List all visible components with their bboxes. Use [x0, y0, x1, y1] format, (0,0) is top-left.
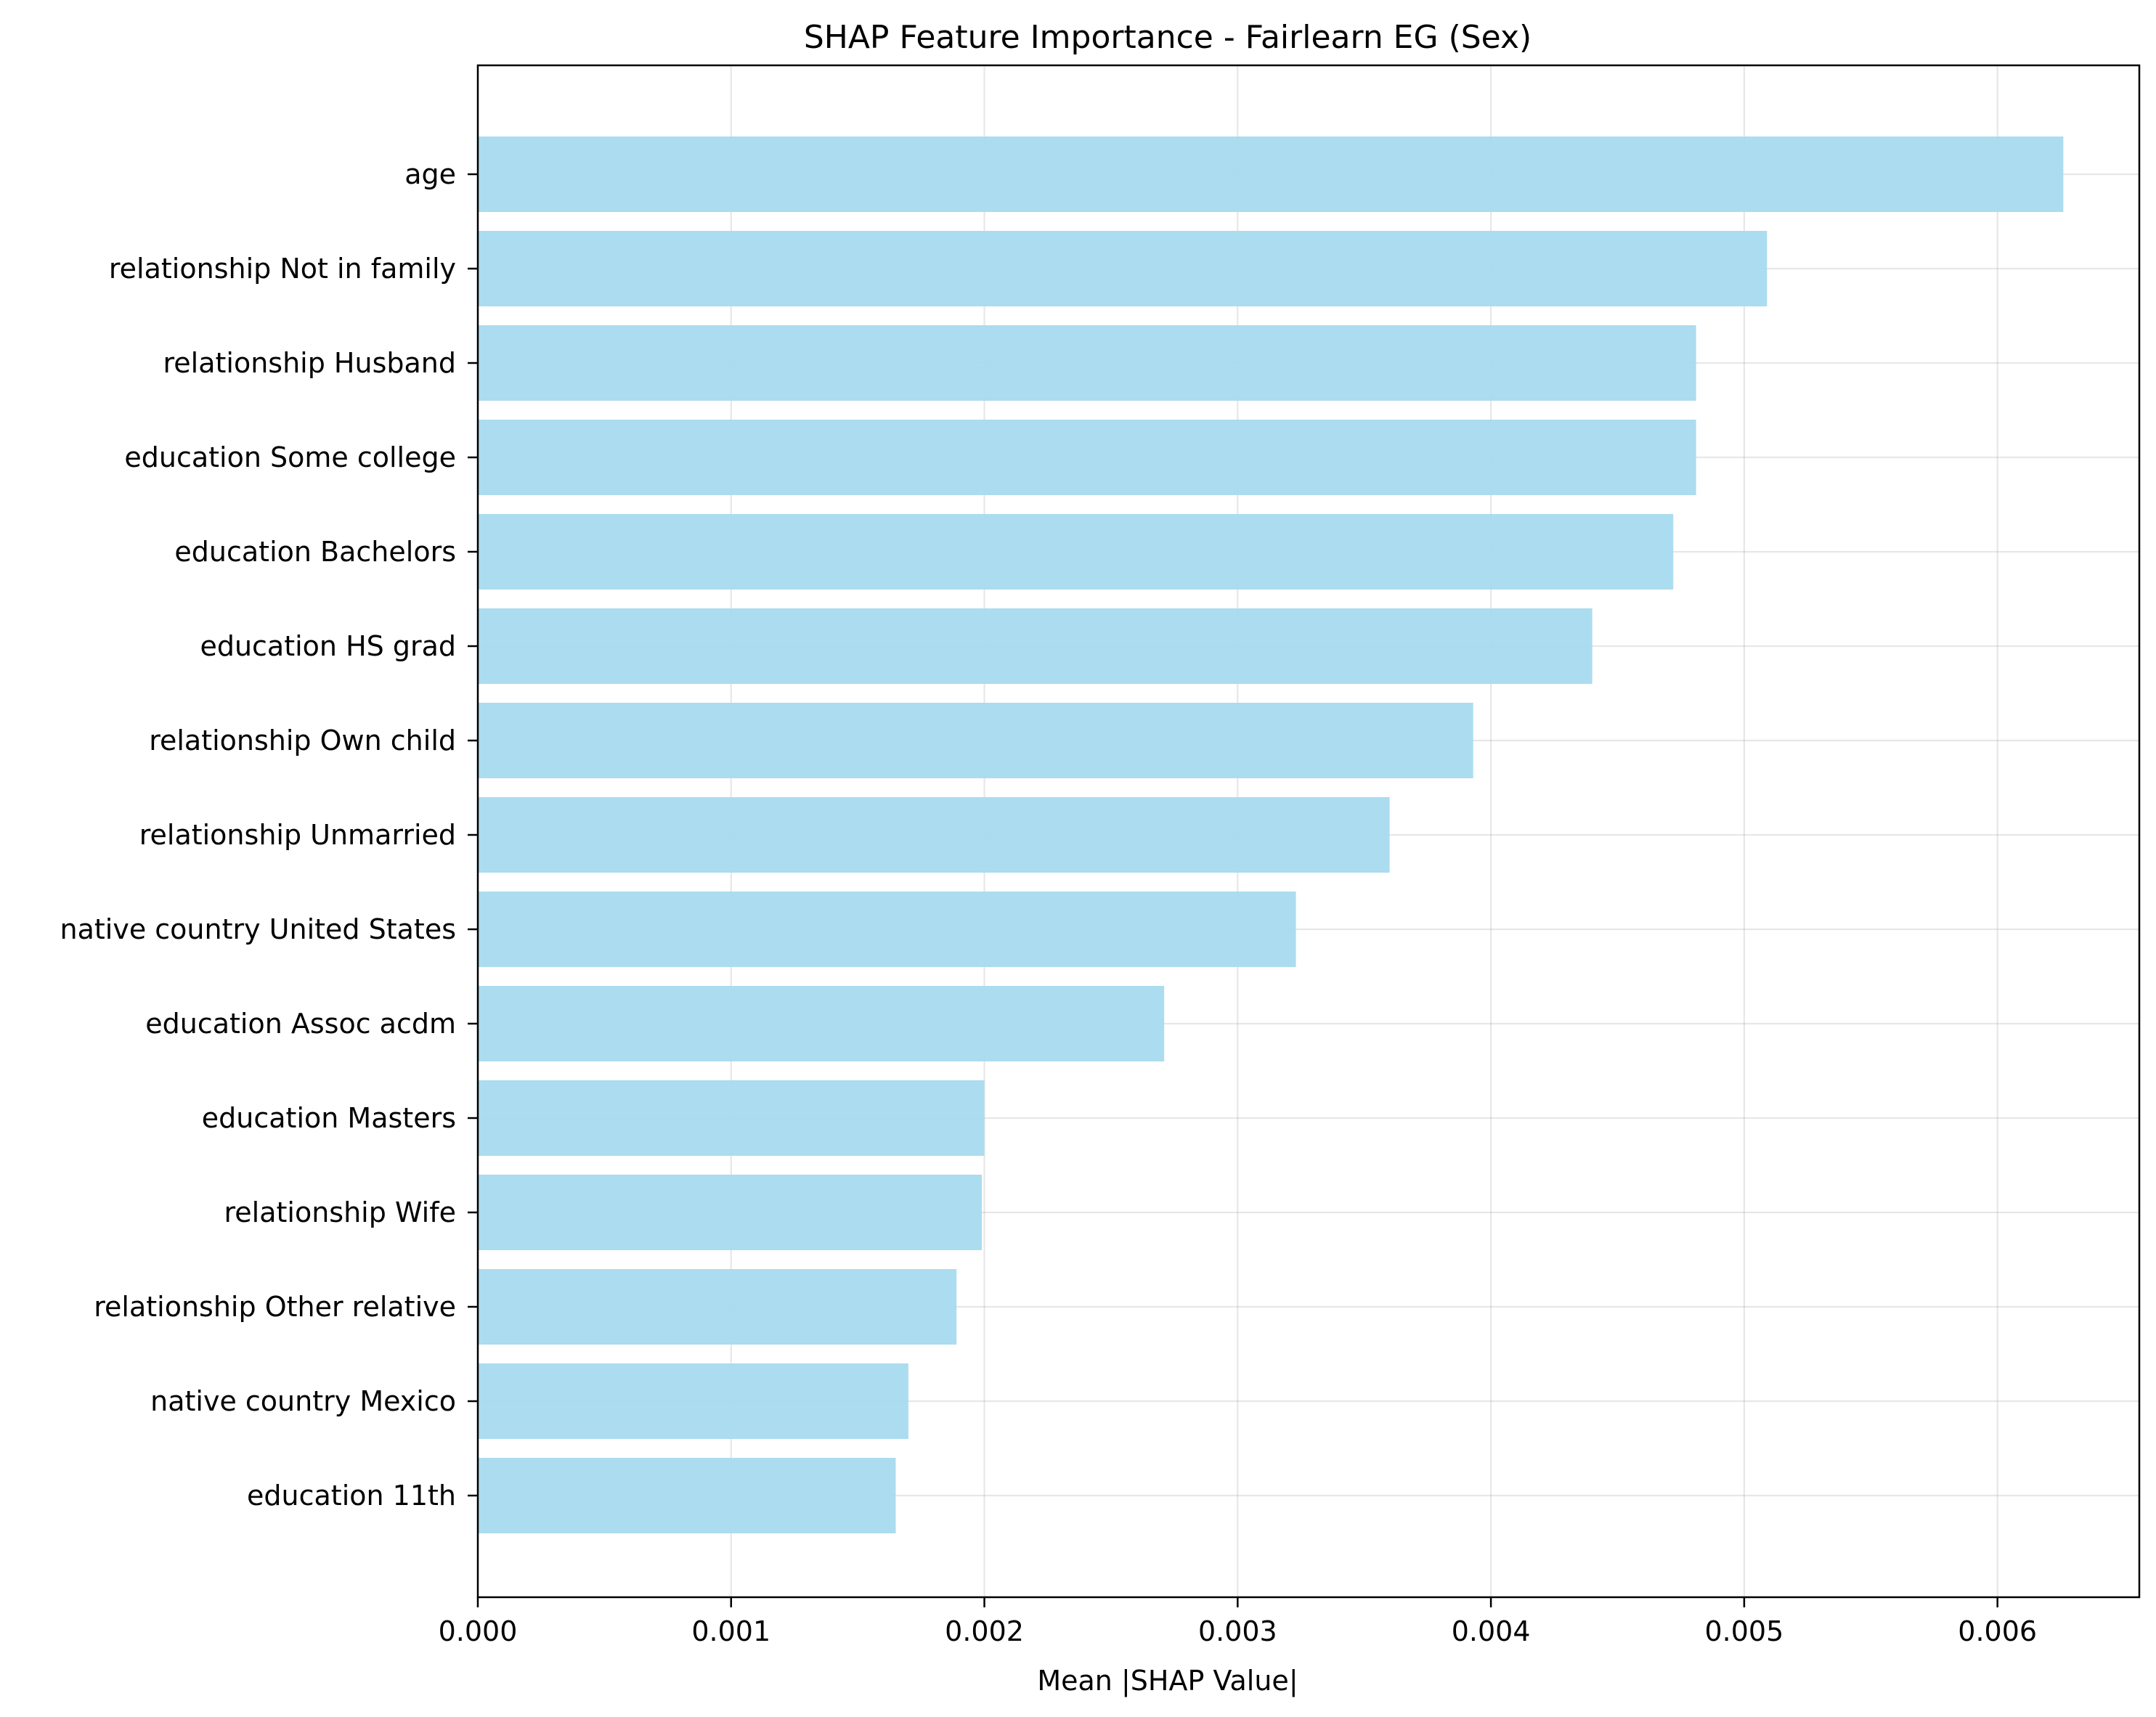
y-tick-label: native country United States — [60, 913, 457, 945]
bar — [478, 325, 1696, 401]
bar — [478, 420, 1696, 495]
y-tick-label: education Bachelors — [174, 536, 456, 568]
y-tick-label: education Masters — [202, 1102, 456, 1134]
chart-title: SHAP Feature Importance - Fairlearn EG (… — [804, 19, 1531, 56]
y-tick-label: native country Mexico — [150, 1385, 456, 1417]
plot-frame — [476, 64, 2141, 1599]
bar — [478, 231, 1767, 306]
y-tick-label: education Assoc acdm — [145, 1008, 456, 1040]
y-tick-label: age — [404, 158, 456, 190]
bar — [478, 1458, 896, 1533]
y-tick-label: education 11th — [247, 1480, 456, 1512]
x-tick-label: 0.004 — [1452, 1615, 1531, 1647]
y-tick-label: relationship Wife — [224, 1196, 457, 1228]
bar — [478, 703, 1473, 778]
bar — [478, 1080, 985, 1156]
ticks: 0.000 0.001 0.002 0.003 0.004 0.005 0.006 age re… — [60, 158, 2038, 1647]
bar — [478, 136, 2064, 212]
bar — [478, 1175, 983, 1250]
x-tick-label: 0.000 — [439, 1615, 518, 1647]
bars — [478, 136, 2064, 1533]
y-tick-label: relationship Husband — [163, 347, 456, 379]
y-tick-label: relationship Own child — [149, 725, 456, 756]
bar — [478, 514, 1674, 590]
y-tick-label: education HS grad — [200, 630, 456, 662]
x-tick-label: 0.006 — [1958, 1615, 2037, 1647]
bar — [478, 608, 1592, 684]
y-tick-label: education Some college — [124, 441, 456, 473]
bar — [478, 1363, 908, 1439]
x-tick-label: 0.003 — [1198, 1615, 1277, 1647]
x-tick-label: 0.001 — [691, 1615, 770, 1647]
bar — [478, 892, 1296, 967]
y-tick-label: relationship Unmarried — [139, 819, 456, 851]
axes — [476, 64, 2141, 1599]
bar — [478, 1269, 957, 1345]
bar — [478, 797, 1390, 873]
x-tick-label: 0.002 — [945, 1615, 1024, 1647]
bar — [478, 986, 1165, 1061]
x-axis-label: Mean |SHAP Value| — [1037, 1665, 1298, 1697]
x-tick-label: 0.005 — [1705, 1615, 1784, 1647]
y-tick-label: relationship Other relative — [94, 1291, 456, 1323]
y-tick-label: relationship Not in family — [109, 253, 456, 285]
